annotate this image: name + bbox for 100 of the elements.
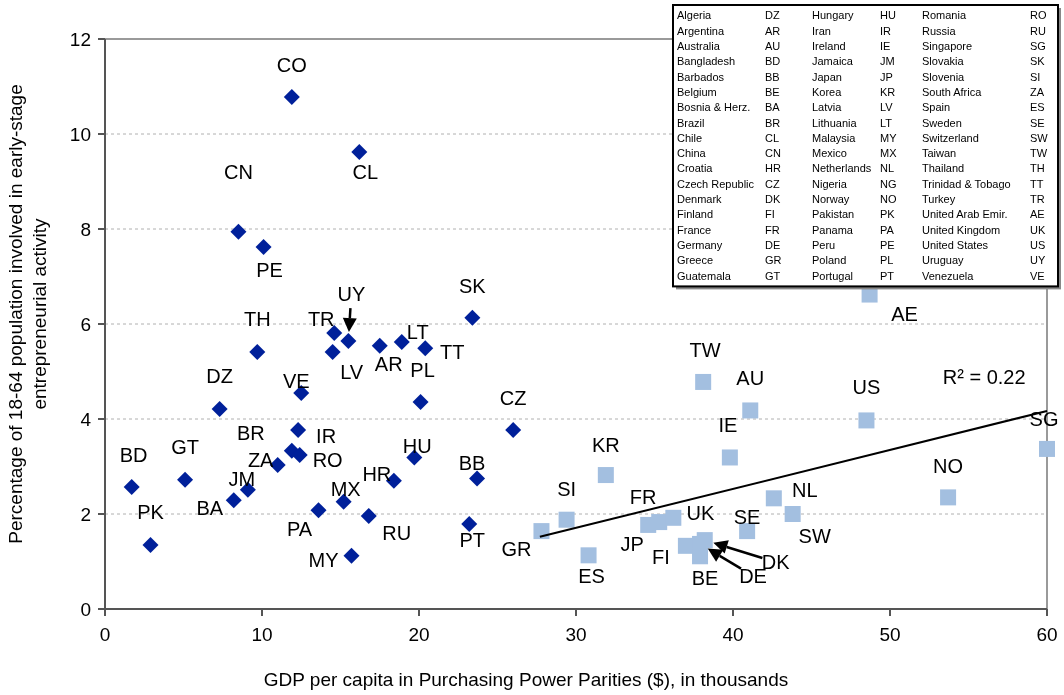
annotation: R² = 0.22 bbox=[942, 365, 1026, 388]
point bbox=[858, 412, 875, 429]
annotation: VE bbox=[282, 369, 310, 392]
annotation: SI bbox=[557, 477, 577, 500]
annotation: United Arab Emir. bbox=[922, 208, 1008, 221]
annotation: DE bbox=[765, 238, 781, 251]
annotation: Bosnia & Herz. bbox=[677, 101, 751, 114]
text: Russia bbox=[922, 24, 957, 37]
text: AR bbox=[765, 24, 781, 37]
x-axis-title: GDP per capita in Purchasing Power Parities ($), in thousands bbox=[263, 669, 789, 690]
annotation: Turkey bbox=[922, 193, 956, 206]
annotation: NL bbox=[880, 162, 895, 175]
annotation: SI bbox=[1030, 70, 1041, 83]
annotation: UK bbox=[686, 501, 715, 524]
point bbox=[230, 223, 247, 240]
annotation: GR bbox=[765, 254, 782, 267]
text: Hungary bbox=[812, 9, 855, 22]
annotation: GT bbox=[765, 269, 781, 282]
annotation: China bbox=[677, 147, 707, 160]
annotation: KR bbox=[591, 434, 620, 457]
point bbox=[464, 309, 481, 326]
annotation: Denmark bbox=[677, 193, 723, 206]
y-tick-label: 10 bbox=[69, 123, 91, 145]
annotation: HR bbox=[362, 462, 392, 485]
point bbox=[324, 344, 341, 361]
point bbox=[695, 373, 712, 390]
annotation: FR bbox=[629, 486, 657, 509]
annotation: United States bbox=[922, 238, 989, 251]
annotation: Slovakia bbox=[922, 55, 965, 68]
annotation: BD bbox=[119, 443, 148, 466]
annotation: Ireland bbox=[812, 40, 846, 53]
text: Romania bbox=[922, 9, 967, 22]
annotation: AR bbox=[374, 352, 403, 375]
annotation: HU bbox=[402, 435, 432, 458]
annotation: Slovenia bbox=[922, 70, 966, 83]
point bbox=[533, 523, 550, 540]
annotation: VE bbox=[1030, 269, 1045, 282]
annotation: ES bbox=[1030, 101, 1045, 114]
annotation: Peru bbox=[812, 238, 836, 251]
point bbox=[310, 502, 327, 519]
annotation: Australia bbox=[677, 40, 721, 53]
point bbox=[371, 337, 388, 354]
x-tick-label: 30 bbox=[565, 624, 587, 645]
annotation: France bbox=[677, 223, 712, 236]
annotation: CZ bbox=[499, 386, 527, 409]
point bbox=[469, 470, 486, 487]
annotation: UY bbox=[337, 283, 366, 306]
text: IR bbox=[880, 24, 892, 37]
text: DZ bbox=[765, 9, 780, 22]
annotation: AU bbox=[765, 40, 781, 53]
y-tick-label: 4 bbox=[80, 408, 92, 430]
point bbox=[721, 449, 738, 466]
point bbox=[326, 325, 343, 342]
annotation: LV bbox=[880, 101, 894, 114]
annotation: SG bbox=[1030, 40, 1046, 53]
annotation: Latvia bbox=[812, 101, 843, 114]
annotation: NO bbox=[933, 455, 964, 478]
annotation: TR bbox=[1030, 193, 1045, 206]
annotation: Uruguay bbox=[922, 254, 965, 267]
x-tick-label: 50 bbox=[879, 624, 901, 645]
annotation: Poland bbox=[812, 254, 847, 267]
annotation: IE bbox=[718, 414, 738, 437]
annotation: JM bbox=[880, 55, 895, 68]
annotation: Switzerland bbox=[922, 131, 979, 144]
annotation: SW bbox=[1030, 131, 1049, 144]
annotation: RO bbox=[312, 449, 343, 472]
x-tick-label: 10 bbox=[251, 624, 273, 645]
annotation: KR bbox=[880, 85, 896, 98]
annotation: BA bbox=[765, 101, 781, 114]
annotation: FR bbox=[765, 223, 780, 236]
annotation: LV bbox=[340, 361, 364, 384]
annotation: AE bbox=[1030, 208, 1045, 221]
annotation: Czech Republic bbox=[677, 177, 755, 190]
annotation: ES bbox=[578, 565, 605, 588]
annotation: Venezuela bbox=[922, 269, 975, 282]
annotation: Belgium bbox=[677, 85, 717, 98]
point bbox=[580, 547, 597, 564]
annotation: CO bbox=[276, 53, 307, 76]
annotation: CL bbox=[765, 131, 780, 144]
point bbox=[665, 509, 682, 526]
annotation: Portugal bbox=[812, 269, 853, 282]
point bbox=[351, 144, 368, 161]
annotation: PK bbox=[880, 208, 896, 221]
point bbox=[211, 401, 228, 418]
annotation: PA bbox=[286, 518, 313, 541]
annotation: Panama bbox=[812, 223, 854, 236]
annotation: Malaysia bbox=[812, 131, 857, 144]
annotation: Pakistan bbox=[812, 208, 855, 221]
annotation: Nigeria bbox=[812, 177, 848, 190]
annotation: Chile bbox=[677, 131, 703, 144]
annotation: MX bbox=[880, 147, 898, 160]
annotation: NL bbox=[792, 479, 818, 502]
annotation: BB bbox=[765, 70, 780, 83]
annotation: PL bbox=[880, 254, 894, 267]
annotation: JP bbox=[880, 70, 893, 83]
point bbox=[558, 511, 575, 528]
annotation: Korea bbox=[812, 85, 843, 98]
annotation: Trinidad & Tobago bbox=[922, 177, 1011, 190]
annotation: SE bbox=[1030, 116, 1045, 129]
annotation: FI bbox=[765, 208, 775, 221]
